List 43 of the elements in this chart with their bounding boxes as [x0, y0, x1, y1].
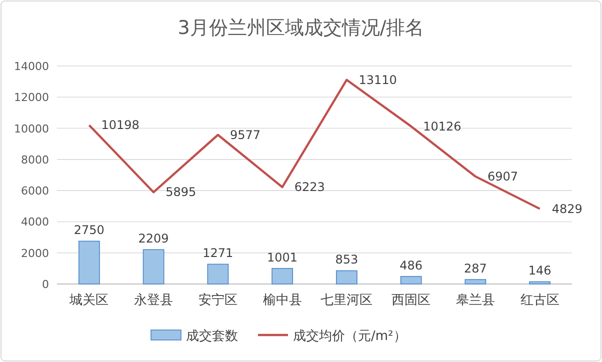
- y-tick-label: 8000: [21, 153, 49, 166]
- data-label: 9577: [230, 128, 260, 142]
- data-label: 6223: [294, 180, 325, 194]
- bar: [400, 276, 422, 284]
- x-tick-label: 永登县: [134, 292, 174, 308]
- bar: [142, 249, 164, 284]
- bar: [529, 281, 551, 284]
- data-label: 4829: [552, 202, 582, 216]
- data-label: 1001: [267, 250, 298, 264]
- data-label: 5895: [166, 185, 196, 200]
- data-label: 2750: [74, 223, 104, 238]
- data-label: 146: [528, 264, 552, 278]
- y-tick-label: 6000: [21, 184, 49, 198]
- y-tick-label: 2000: [21, 246, 49, 260]
- y-tick-label: 0: [42, 278, 49, 291]
- legend-label: 成交套数: [186, 328, 238, 344]
- bar: [272, 268, 294, 284]
- x-tick-label: 皋兰县: [456, 293, 495, 308]
- data-label: 287: [464, 262, 487, 276]
- chart-title: 3月份兰州区域成交情况/排名: [178, 17, 424, 39]
- data-label: 10126: [423, 119, 462, 134]
- data-label: 853: [335, 252, 358, 267]
- legend-label: 成交均价（元/m²）: [293, 328, 406, 344]
- y-tick-label: 4000: [21, 216, 49, 229]
- x-tick-label: 城关区: [68, 293, 109, 308]
- y-tick-label: 10000: [14, 122, 49, 136]
- bar: [207, 264, 229, 284]
- bar: [78, 240, 100, 284]
- bar: [336, 270, 358, 284]
- data-label: 2209: [138, 232, 169, 246]
- data-label: 486: [400, 258, 423, 272]
- y-tick-label: 12000: [14, 91, 49, 104]
- x-tick-label: 红古区: [520, 293, 560, 308]
- x-tick-label: 榆中县: [262, 293, 302, 308]
- data-label: 10198: [101, 118, 140, 132]
- x-tick-label: 七里河区: [320, 293, 373, 308]
- data-label: 6907: [487, 169, 518, 184]
- bar: [464, 279, 486, 284]
- data-label: 1271: [202, 246, 234, 260]
- y-tick-label: 14000: [14, 60, 49, 73]
- x-tick-label: 西固区: [392, 293, 431, 308]
- x-tick-label: 安宁区: [198, 292, 238, 308]
- data-label: 13110: [358, 72, 397, 87]
